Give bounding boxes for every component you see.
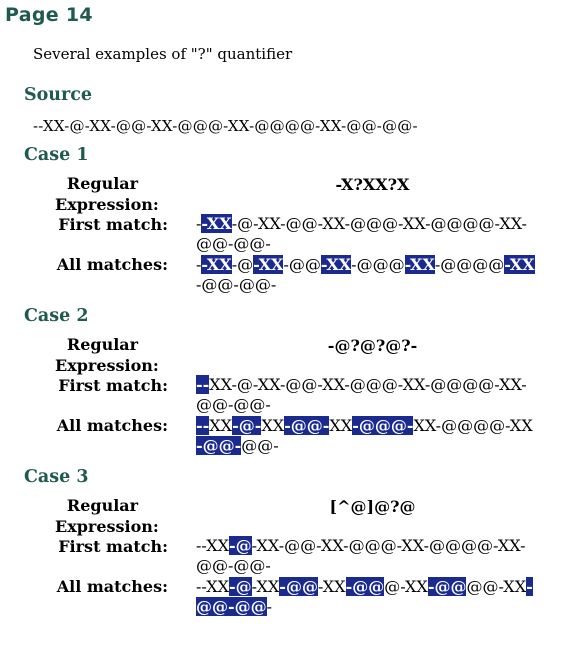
- match-highlight: -XX: [201, 214, 232, 233]
- match-highlight: -@@: [279, 577, 318, 596]
- match-plain-text: @@-XX: [466, 577, 527, 596]
- regex-value: -X?XX?X: [335, 175, 410, 194]
- match-plain-text: -XX: [251, 577, 280, 596]
- match-plain-text: -: [266, 597, 273, 616]
- case-heading: Case 3: [24, 467, 89, 487]
- match-highlight: -@@: [427, 577, 467, 596]
- regex-value: [^@]@?@: [329, 497, 416, 516]
- match-plain-text: -@@-@@-: [196, 275, 277, 294]
- all-matches-text: --XX-@-XX-@@-XX-@@@-XX-@@@@-XX-@@-@@-: [196, 255, 536, 295]
- source-text: --XX-@-XX-@@-XX-@@@-XX-@@@@-XX-@@-@@-: [33, 117, 418, 135]
- all-matches-text: --XX-@-XX-@@-XX-@@@-XX-@@@@-XX-@@-@@-: [196, 577, 536, 617]
- match-plain-text: -@@: [283, 255, 321, 274]
- regex-label: Regular Expression:: [55, 174, 159, 214]
- first-match-label: First match:: [58, 376, 168, 395]
- match-highlight: -XX: [404, 255, 435, 274]
- match-plain-text: XX-@-XX-@@-XX-@@@-XX-@@@@-XX-@@-@@-: [196, 375, 527, 414]
- all-matches-label: All matches:: [56, 255, 168, 274]
- match-plain-text: -@-XX-@@-XX-@@@-XX-@@@@-XX-@@-@@-: [196, 214, 527, 253]
- intro-text: Several examples of "?" quantifier: [33, 45, 293, 63]
- match-plain-text: -@@@@: [434, 255, 505, 274]
- match-highlight: -@: [229, 577, 252, 596]
- match-highlight: -@@-: [196, 436, 242, 455]
- match-highlight: -@-: [232, 416, 262, 435]
- regex-label: Regular Expression:: [55, 496, 159, 536]
- match-plain-text: @-XX: [384, 577, 428, 596]
- case-heading: Case 2: [24, 306, 89, 326]
- match-plain-text: --XX: [196, 536, 230, 555]
- match-plain-text: -XX: [317, 577, 346, 596]
- match-plain-text: XX: [209, 416, 233, 435]
- all-matches-text: --XX-@-XX-@@-XX-@@@-XX-@@@@-XX-@@-@@-: [196, 416, 536, 456]
- first-match-label: First match:: [58, 537, 168, 556]
- match-plain-text: XX: [261, 416, 285, 435]
- match-plain-text: XX: [329, 416, 353, 435]
- first-match-label: First match:: [58, 215, 168, 234]
- match-plain-text: --XX: [196, 577, 230, 596]
- match-plain-text: @@-: [241, 436, 279, 455]
- match-highlight: -@: [229, 536, 252, 555]
- match-plain-text: -: [196, 214, 202, 233]
- match-plain-text: -@@@: [351, 255, 405, 274]
- match-highlight: -@@-: [284, 416, 330, 435]
- match-highlight: -XX: [253, 255, 284, 274]
- match-highlight: -@@: [345, 577, 385, 596]
- match-highlight: --: [196, 416, 210, 435]
- first-match-text: --XX-@-XX-@@-XX-@@@-XX-@@@@-XX-@@-@@-: [196, 375, 536, 415]
- match-highlight: -XX: [504, 255, 535, 274]
- all-matches-label: All matches:: [56, 577, 168, 596]
- match-plain-text: XX-@@@@-XX: [413, 416, 533, 435]
- case-heading: Case 1: [24, 145, 89, 165]
- all-matches-label: All matches:: [56, 416, 168, 435]
- match-highlight: --: [196, 375, 210, 394]
- match-highlight: -XX: [201, 255, 232, 274]
- match-highlight: -@@@-: [352, 416, 414, 435]
- first-match-text: --XX-@-XX-@@-XX-@@@-XX-@@@@-XX-@@-@@-: [196, 214, 536, 254]
- regex-label: Regular Expression:: [55, 335, 159, 375]
- page-title: Page 14: [5, 4, 93, 26]
- match-plain-text: -: [196, 255, 202, 274]
- match-plain-text: -XX-@@-XX-@@@-XX-@@@@-XX-@@-@@-: [196, 536, 526, 575]
- first-match-text: --XX-@-XX-@@-XX-@@@-XX-@@@@-XX-@@-@@-: [196, 536, 536, 576]
- source-heading: Source: [24, 85, 93, 105]
- match-plain-text: -@: [231, 255, 254, 274]
- match-highlight: -XX: [320, 255, 352, 274]
- regex-value: -@?@?@?-: [327, 336, 418, 355]
